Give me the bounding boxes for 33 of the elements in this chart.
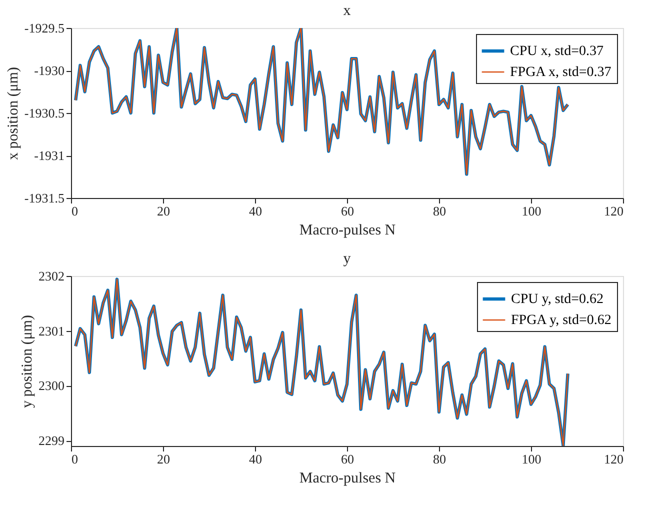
x-tick-label: 120 (604, 204, 624, 218)
y-tick-label: -1929.5 (24, 20, 64, 36)
y-tick-label: 2301 (38, 323, 64, 338)
x-tick-label: 20 (157, 452, 170, 466)
chart-title: x (343, 3, 352, 19)
legend-label: FPGA y, std=0.62 (511, 313, 612, 328)
y-tick-label: -1930.5 (24, 106, 64, 120)
legend-label: CPU x, std=0.37 (510, 44, 604, 59)
legend-label: FPGA x, std=0.37 (510, 65, 612, 80)
x-tick-label: 120 (604, 452, 624, 466)
y-tick-label: -1931.5 (24, 190, 64, 206)
chart-title: y (343, 251, 352, 267)
x-tick-label: 100 (522, 452, 542, 466)
legend-label: CPU y, std=0.62 (511, 292, 604, 307)
y-axis-title: x position (μm) (5, 66, 22, 160)
y-axis-title: y position (μm) (20, 314, 36, 408)
x-tick-label: 40 (249, 452, 262, 466)
x-tick-label: 60 (341, 204, 354, 218)
y-tick-label: -1930 (34, 63, 64, 78)
x-tick-label: 0 (72, 452, 78, 466)
x-tick-label: 80 (433, 204, 446, 218)
y-tick-label: 2300 (38, 378, 64, 394)
x-tick-label: 60 (341, 452, 354, 466)
y-tick-label: 2299 (38, 433, 64, 448)
x-tick-label: 0 (72, 204, 78, 218)
y-tick-label: 2302 (38, 268, 64, 284)
x-tick-label: 20 (157, 204, 170, 218)
x-tick-label: 100 (522, 204, 542, 218)
x-axis-title: Macro-pulses N (299, 470, 396, 486)
x-tick-label: 80 (433, 452, 446, 466)
y-tick-label: -1931 (34, 148, 64, 163)
x-tick-label: 40 (249, 204, 262, 218)
x-axis-title: Macro-pulses N (299, 222, 396, 238)
